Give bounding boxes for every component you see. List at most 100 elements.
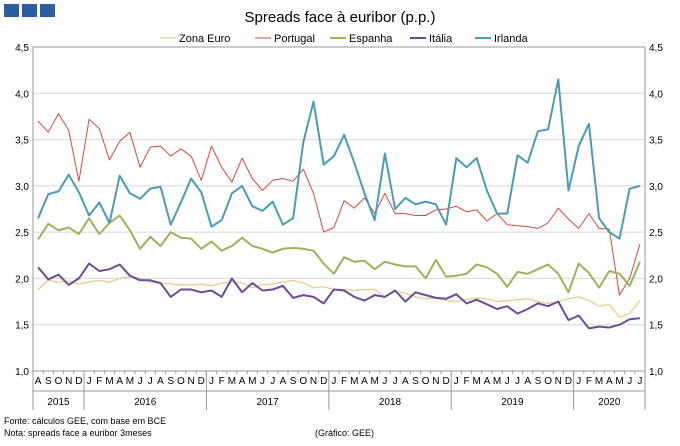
x-tick-label: J bbox=[454, 376, 459, 387]
series-lines bbox=[37, 78, 641, 330]
x-tick-label: A bbox=[280, 376, 287, 387]
y-tick-label-right: 1,5 bbox=[649, 321, 663, 332]
x-tick-label: J bbox=[87, 376, 92, 387]
year-label: 2018 bbox=[379, 397, 402, 408]
x-tick-label: O bbox=[544, 376, 552, 387]
y-tick-label-left: 4,0 bbox=[15, 89, 29, 100]
x-tick-label: O bbox=[299, 376, 307, 387]
x-tick-label: O bbox=[177, 376, 185, 387]
brand-square-1 bbox=[4, 4, 19, 17]
legend-label: Irlanda bbox=[494, 33, 529, 45]
x-tick-label: M bbox=[126, 376, 134, 387]
x-tick-label: D bbox=[198, 376, 205, 387]
chart-title: Spreads face à euribor (p.p.) bbox=[245, 9, 436, 26]
x-tick-label: J bbox=[393, 376, 398, 387]
y-tick-label-right: 3,5 bbox=[649, 136, 663, 147]
x-tick-label: M bbox=[371, 376, 379, 387]
y-tick-label-right: 2,0 bbox=[649, 274, 663, 285]
y-tick-label-right: 4,5 bbox=[649, 43, 663, 54]
y-tick-label-left: 4,5 bbox=[15, 43, 29, 54]
legend: Zona Euro Portugal Espanha Itália Irlanda bbox=[160, 33, 529, 45]
series-line-3 bbox=[37, 262, 640, 330]
y-tick-label-left: 1,5 bbox=[15, 321, 29, 332]
x-tick-label: A bbox=[402, 376, 409, 387]
x-tick-label: J bbox=[576, 376, 581, 387]
x-tick-label: M bbox=[248, 376, 256, 387]
x-tick-label: F bbox=[463, 376, 469, 387]
legend-label: Espanha bbox=[349, 33, 393, 45]
x-tick-label: J bbox=[382, 376, 387, 387]
grid bbox=[33, 46, 645, 372]
x-tick-label: J bbox=[505, 376, 510, 387]
year-label: 2020 bbox=[598, 397, 621, 408]
legend-label: Itália bbox=[429, 33, 453, 45]
legend-label: Portugal bbox=[274, 33, 315, 45]
x-tick-label: A bbox=[239, 376, 246, 387]
y-tick-label-right: 2,5 bbox=[649, 228, 663, 239]
series-line-0 bbox=[37, 276, 641, 318]
series-line-2 bbox=[37, 214, 641, 294]
x-tick-label: O bbox=[422, 376, 430, 387]
x-tick-label: F bbox=[96, 376, 102, 387]
x-tick-label: D bbox=[75, 376, 82, 387]
series-line-1 bbox=[37, 113, 641, 296]
x-tick-label: J bbox=[138, 376, 143, 387]
x-tick-label: D bbox=[565, 376, 572, 387]
y-axis-right: 1,0 1,5 2,0 2,5 3,0 3,5 4,0 4,5 bbox=[649, 43, 663, 378]
year-label: 2017 bbox=[256, 397, 279, 408]
x-tick-label: J bbox=[331, 376, 336, 387]
x-tick-label: N bbox=[432, 376, 439, 387]
x-tick-label: J bbox=[148, 376, 153, 387]
x-tick-label: O bbox=[55, 376, 63, 387]
x-tick-label: S bbox=[535, 376, 542, 387]
x-tick-label: M bbox=[595, 376, 603, 387]
year-label: 2016 bbox=[134, 397, 157, 408]
y-tick-label-left: 2,0 bbox=[15, 274, 29, 285]
y-axis-left: 1,0 1,5 2,0 2,5 3,0 3,5 4,0 4,5 bbox=[15, 43, 29, 378]
x-tick-label: J bbox=[260, 376, 265, 387]
x-tick-label: A bbox=[361, 376, 368, 387]
x-tick-label: M bbox=[350, 376, 358, 387]
x-tick-label: F bbox=[341, 376, 347, 387]
x-tick-label: N bbox=[65, 376, 72, 387]
y-tick-label-right: 4,0 bbox=[649, 89, 663, 100]
x-tick-label: F bbox=[219, 376, 225, 387]
x-tick-label: F bbox=[586, 376, 592, 387]
x-tick-label: N bbox=[310, 376, 317, 387]
legend-label: Zona Euro bbox=[179, 33, 230, 45]
footer-credit: (Gráfico: GEE) bbox=[315, 428, 374, 438]
x-tick-label: S bbox=[167, 376, 174, 387]
plot-area-frame bbox=[32, 46, 646, 372]
x-tick-label: M bbox=[228, 376, 236, 387]
x-tick-label: J bbox=[627, 376, 632, 387]
x-tick-label: J bbox=[270, 376, 275, 387]
y-tick-label-right: 3,0 bbox=[649, 182, 663, 193]
y-tick-label-left: 3,0 bbox=[15, 182, 29, 193]
x-tick-label: A bbox=[484, 376, 491, 387]
x-tick-label: N bbox=[555, 376, 562, 387]
x-tick-label: D bbox=[442, 376, 449, 387]
x-tick-label: S bbox=[290, 376, 297, 387]
year-label: 2015 bbox=[47, 397, 70, 408]
x-tick-label: S bbox=[45, 376, 52, 387]
footer-source: Fonte: cálculos GEE, com base em BCE bbox=[4, 416, 166, 426]
footer-note: Nota: spreads face a euribor 3meses bbox=[4, 428, 152, 438]
x-tick-label: A bbox=[524, 376, 531, 387]
x-tick-label: M bbox=[615, 376, 623, 387]
y-tick-label-left: 1,0 bbox=[15, 367, 29, 378]
x-tick-label: S bbox=[412, 376, 419, 387]
y-tick-label-right: 1,0 bbox=[649, 367, 663, 378]
year-label: 2019 bbox=[501, 397, 524, 408]
x-tick-label: J bbox=[209, 376, 214, 387]
x-tick-label: D bbox=[320, 376, 327, 387]
x-tick-label: N bbox=[187, 376, 194, 387]
x-tick-label: A bbox=[35, 376, 42, 387]
x-tick-label: J bbox=[637, 376, 642, 387]
y-tick-label-left: 3,5 bbox=[15, 136, 29, 147]
x-tick-label: M bbox=[105, 376, 113, 387]
x-tick-label: J bbox=[515, 376, 520, 387]
x-tick-label: A bbox=[606, 376, 613, 387]
x-tick-label: M bbox=[493, 376, 501, 387]
